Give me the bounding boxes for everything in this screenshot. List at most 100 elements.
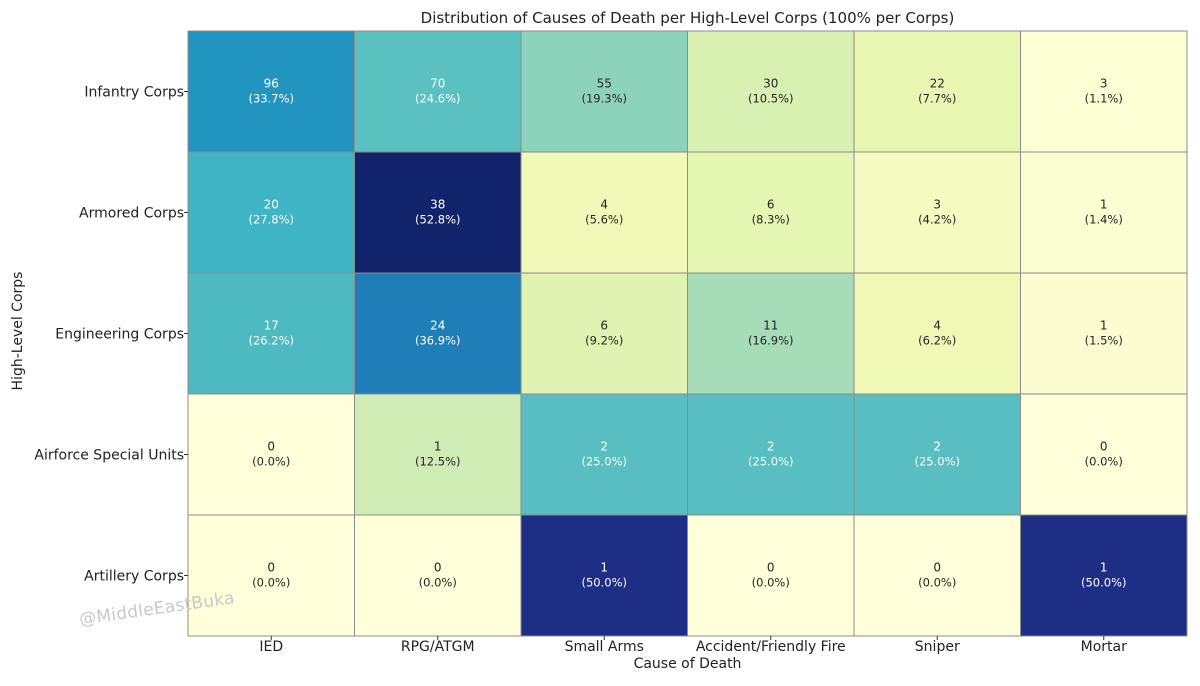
cell-count-label: 0: [434, 561, 442, 575]
cell-percent-label: (8.3%): [752, 213, 790, 227]
cell-count-label: 11: [763, 319, 778, 333]
cell-count-label: 30: [763, 77, 778, 91]
cell-count-label: 17: [264, 319, 279, 333]
cell-percent-label: (1.4%): [1085, 213, 1123, 227]
cell-percent-label: (0.0%): [419, 576, 457, 590]
cell-count-label: 0: [767, 561, 775, 575]
cell-percent-label: (7.7%): [918, 92, 956, 106]
cell-percent-label: (26.2%): [248, 334, 294, 348]
x-tick-label: Sniper: [915, 639, 960, 655]
cell-count-label: 1: [1100, 198, 1108, 212]
cell-count-label: 2: [767, 440, 775, 454]
x-tick-label: Accident/Friendly Fire: [696, 639, 846, 655]
cell-count-label: 1: [600, 561, 608, 575]
heatmap-cell-r1-c3: [687, 151, 855, 274]
heatmap-cell-r2-c5: [1020, 272, 1188, 395]
heatmap-cell-r1-c4: [853, 151, 1021, 274]
cell-count-label: 2: [600, 440, 608, 454]
x-tick-label: IED: [259, 639, 283, 655]
cell-count-label: 0: [933, 561, 941, 575]
heatmap-cell-r3-c5: [1020, 393, 1188, 516]
cell-count-label: 0: [267, 440, 275, 454]
heatmap-cell-r2-c1: [354, 272, 522, 395]
cell-count-label: 3: [933, 198, 941, 212]
cell-count-label: 96: [264, 77, 279, 91]
cell-count-label: 3: [1100, 77, 1108, 91]
cell-percent-label: (10.5%): [748, 92, 794, 106]
x-tick-label: Small Arms: [565, 639, 644, 655]
chart-title: Distribution of Causes of Death per High…: [420, 9, 955, 27]
cell-count-label: 1: [1100, 561, 1108, 575]
heatmap-cell-r0-c2: [520, 30, 688, 153]
heatmap-cell-r0-c0: [187, 30, 355, 153]
y-tick-label: Engineering Corps: [55, 327, 184, 343]
cell-percent-label: (19.3%): [581, 92, 627, 106]
cell-percent-label: (25.0%): [581, 455, 627, 469]
heatmap-cell-r2-c2: [520, 272, 688, 395]
y-tick-label: Infantry Corps: [84, 85, 184, 101]
cell-percent-label: (50.0%): [1081, 576, 1127, 590]
cell-count-label: 6: [600, 319, 608, 333]
heatmap-cell-r0-c4: [853, 30, 1021, 153]
cell-count-label: 1: [1100, 319, 1108, 333]
cell-count-label: 24: [430, 319, 445, 333]
cell-percent-label: (25.0%): [914, 455, 960, 469]
heatmap-cell-r4-c1: [354, 514, 522, 637]
heatmap-cell-r3-c2: [520, 393, 688, 516]
cell-count-label: 2: [933, 440, 941, 454]
cell-percent-label: (4.2%): [918, 213, 956, 227]
cell-count-label: 0: [267, 561, 275, 575]
cell-count-label: 6: [767, 198, 775, 212]
x-axis-label: Cause of Death: [633, 656, 742, 672]
cell-percent-label: (52.8%): [415, 213, 461, 227]
cell-percent-label: (24.6%): [415, 92, 461, 106]
cell-count-label: 20: [264, 198, 279, 212]
x-tick-label: RPG/ATGM: [401, 639, 475, 655]
cell-percent-label: (0.0%): [918, 576, 956, 590]
cell-percent-label: (0.0%): [252, 576, 290, 590]
heatmap-cell-r1-c2: [520, 151, 688, 274]
cell-count-label: 55: [597, 77, 612, 91]
cell-percent-label: (1.5%): [1085, 334, 1123, 348]
cell-count-label: 4: [600, 198, 608, 212]
cell-percent-label: (36.9%): [415, 334, 461, 348]
heatmap-cell-r2-c3: [687, 272, 855, 395]
x-tick-label: Mortar: [1081, 639, 1127, 655]
cell-count-label: 4: [933, 319, 941, 333]
heatmap-cell-r2-c0: [187, 272, 355, 395]
cell-count-label: 0: [1100, 440, 1108, 454]
heatmap-cell-r4-c3: [687, 514, 855, 637]
cell-count-label: 1: [434, 440, 442, 454]
cell-percent-label: (0.0%): [252, 455, 290, 469]
cell-count-label: 38: [430, 198, 445, 212]
cell-percent-label: (33.7%): [248, 92, 294, 106]
cell-percent-label: (50.0%): [581, 576, 627, 590]
cell-percent-label: (6.2%): [918, 334, 956, 348]
heatmap-cell-r3-c3: [687, 393, 855, 516]
cell-percent-label: (16.9%): [748, 334, 794, 348]
cell-percent-label: (12.5%): [415, 455, 461, 469]
cell-count-label: 22: [930, 77, 945, 91]
heatmap-cell-r4-c4: [853, 514, 1021, 637]
heatmap-cell-r2-c4: [853, 272, 1021, 395]
cell-percent-label: (5.6%): [585, 213, 623, 227]
y-tick-label: Airforce Special Units: [34, 448, 184, 464]
cell-percent-label: (0.0%): [752, 576, 790, 590]
cell-count-label: 70: [430, 77, 445, 91]
cell-percent-label: (0.0%): [1085, 455, 1123, 469]
heatmap-cell-r4-c0: [187, 514, 355, 637]
cell-percent-label: (1.1%): [1085, 92, 1123, 106]
heatmap-cell-r1-c5: [1020, 151, 1188, 274]
heatmap-cell-r0-c5: [1020, 30, 1188, 153]
heatmap-cell-r4-c5: [1020, 514, 1188, 637]
heatmap-cell-r3-c0: [187, 393, 355, 516]
y-tick-label: Artillery Corps: [84, 569, 184, 585]
heatmap-cell-r1-c0: [187, 151, 355, 274]
heatmap-cell-r3-c1: [354, 393, 522, 516]
cell-percent-label: (27.8%): [248, 213, 294, 227]
cell-percent-label: (9.2%): [585, 334, 623, 348]
heatmap-cell-r0-c3: [687, 30, 855, 153]
y-tick-label: Armored Corps: [79, 206, 184, 222]
cell-percent-label: (25.0%): [748, 455, 794, 469]
